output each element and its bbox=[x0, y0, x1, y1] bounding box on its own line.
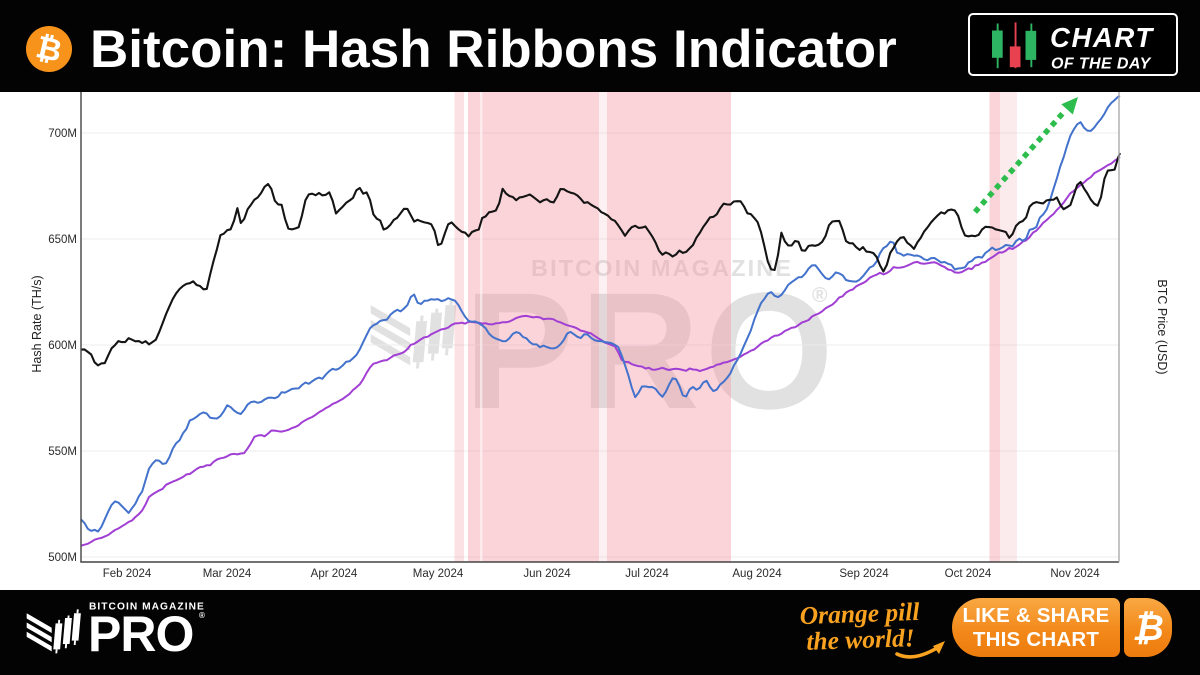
svg-text:Apr 2024: Apr 2024 bbox=[311, 568, 358, 580]
svg-text:Sep 2024: Sep 2024 bbox=[839, 568, 889, 580]
svg-text:Jul 2024: Jul 2024 bbox=[625, 568, 669, 580]
svg-text:700M: 700M bbox=[48, 128, 77, 140]
svg-text:500M: 500M bbox=[48, 552, 77, 564]
svg-text:Nov 2024: Nov 2024 bbox=[1050, 568, 1100, 580]
svg-text:Feb 2024: Feb 2024 bbox=[103, 568, 152, 580]
svg-text:650M: 650M bbox=[48, 234, 77, 246]
svg-text:PRO: PRO bbox=[88, 606, 193, 662]
svg-text:Mar 2024: Mar 2024 bbox=[203, 568, 252, 580]
svg-text:550M: 550M bbox=[48, 446, 77, 458]
svg-text:®: ® bbox=[199, 611, 205, 620]
svg-text:BITCOIN MAGAZINE: BITCOIN MAGAZINE bbox=[531, 255, 793, 281]
svg-text:®: ® bbox=[812, 284, 828, 307]
svg-text:OF THE DAY: OF THE DAY bbox=[1051, 56, 1152, 73]
svg-text:Aug 2024: Aug 2024 bbox=[732, 568, 782, 580]
svg-text:Oct 2024: Oct 2024 bbox=[945, 568, 992, 580]
svg-text:BTC Price (USD): BTC Price (USD) bbox=[1155, 279, 1169, 374]
svg-text:Hash Rate (TH/s): Hash Rate (TH/s) bbox=[30, 275, 44, 372]
svg-text:Jun 2024: Jun 2024 bbox=[523, 568, 571, 580]
svg-text:600M: 600M bbox=[48, 340, 77, 352]
svg-text:May 2024: May 2024 bbox=[413, 568, 464, 580]
svg-text:BITCOIN MAGAZINE: BITCOIN MAGAZINE bbox=[89, 602, 205, 613]
svg-text:PRO: PRO bbox=[464, 259, 839, 444]
svg-text:CHART: CHART bbox=[1050, 22, 1154, 53]
